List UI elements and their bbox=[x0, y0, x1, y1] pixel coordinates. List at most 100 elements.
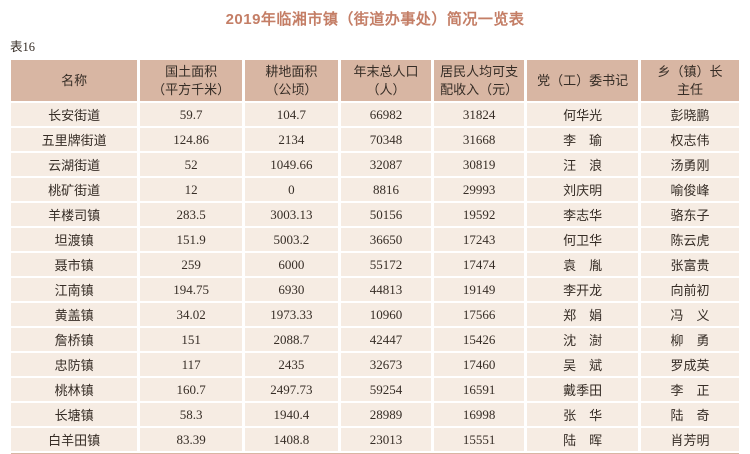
cell-income: 17566 bbox=[434, 303, 525, 326]
cell-township-head: 陆 奇 bbox=[640, 403, 739, 426]
cell-income: 16998 bbox=[434, 403, 525, 426]
cell-name: 江南镇 bbox=[11, 278, 138, 301]
cell-land-area: 259 bbox=[140, 253, 242, 276]
table-row: 坦渡镇 151.9 5003.2 36650 17243 何卫华 陈云虎 bbox=[11, 228, 739, 251]
cell-township-head: 肖芳明 bbox=[640, 428, 739, 451]
cell-cultivated-area: 2088.7 bbox=[244, 328, 338, 351]
cell-township-head: 喻俊峰 bbox=[640, 178, 739, 201]
cell-cultivated-area: 3003.13 bbox=[244, 203, 338, 226]
cell-name: 羊楼司镇 bbox=[11, 203, 138, 226]
table-row: 云湖街道 52 1049.66 32087 30819 汪 浪汤勇刚 bbox=[11, 153, 739, 176]
cell-land-area: 83.39 bbox=[140, 428, 242, 451]
cell-population: 59254 bbox=[340, 378, 432, 401]
cell-population: 66982 bbox=[340, 103, 432, 126]
cell-name: 詹桥镇 bbox=[11, 328, 138, 351]
cell-cultivated-area: 1049.66 bbox=[244, 153, 338, 176]
cell-name: 桃林镇 bbox=[11, 378, 138, 401]
cell-population: 23013 bbox=[340, 428, 432, 451]
cell-township-head: 罗成英 bbox=[640, 353, 739, 376]
cell-income: 17243 bbox=[434, 228, 525, 251]
cell-income: 31824 bbox=[434, 103, 525, 126]
cell-population: 32087 bbox=[340, 153, 432, 176]
cell-income: 15551 bbox=[434, 428, 525, 451]
cell-income: 19149 bbox=[434, 278, 525, 301]
cell-township-head: 陈云虎 bbox=[640, 228, 739, 251]
cell-party-secretary: 何卫华 bbox=[527, 228, 638, 251]
cell-population: 55172 bbox=[340, 253, 432, 276]
cell-party-secretary: 沈 澍 bbox=[527, 328, 638, 351]
cell-party-secretary: 张 华 bbox=[527, 403, 638, 426]
cell-cultivated-area: 1973.33 bbox=[244, 303, 338, 326]
cell-population: 42447 bbox=[340, 328, 432, 351]
cell-cultivated-area: 2497.73 bbox=[244, 378, 338, 401]
cell-name: 云湖街道 bbox=[11, 153, 138, 176]
cell-party-secretary: 吴 斌 bbox=[527, 353, 638, 376]
table-row: 黄盖镇 34.02 1973.33 10960 17566 郑 娟冯 义 bbox=[11, 303, 739, 326]
cell-name: 白羊田镇 bbox=[11, 428, 138, 451]
cell-party-secretary: 刘庆明 bbox=[527, 178, 638, 201]
table-row: 桃林镇 160.7 2497.73 59254 16591 戴季田李 正 bbox=[11, 378, 739, 401]
cell-land-area: 151 bbox=[140, 328, 242, 351]
cell-income: 17460 bbox=[434, 353, 525, 376]
cell-land-area: 59.7 bbox=[140, 103, 242, 126]
table-row: 五里牌街道 124.86 2134 70348 31668 李 瑜权志伟 bbox=[11, 128, 739, 151]
cell-township-head: 汤勇刚 bbox=[640, 153, 739, 176]
cell-name: 坦渡镇 bbox=[11, 228, 138, 251]
table-row: 长塘镇 58.3 1940.4 28989 16998 张 华陆 奇 bbox=[11, 403, 739, 426]
cell-cultivated-area: 0 bbox=[244, 178, 338, 201]
cell-income: 19592 bbox=[434, 203, 525, 226]
cell-township-head: 冯 义 bbox=[640, 303, 739, 326]
cell-cultivated-area: 2134 bbox=[244, 128, 338, 151]
cell-land-area: 34.02 bbox=[140, 303, 242, 326]
cell-party-secretary: 陆 晖 bbox=[527, 428, 638, 451]
header-name: 名称 bbox=[11, 60, 138, 101]
cell-land-area: 124.86 bbox=[140, 128, 242, 151]
cell-land-area: 160.7 bbox=[140, 378, 242, 401]
table-row: 江南镇 194.75 6930 44813 19149 李开龙 向前初 bbox=[11, 278, 739, 301]
table-row: 忠防镇 117 2435 32673 17460 吴 斌罗成英 bbox=[11, 353, 739, 376]
table-row: 詹桥镇 151 2088.7 42447 15426 沈 澍柳 勇 bbox=[11, 328, 739, 351]
cell-income: 29993 bbox=[434, 178, 525, 201]
cell-land-area: 12 bbox=[140, 178, 242, 201]
cell-party-secretary: 郑 娟 bbox=[527, 303, 638, 326]
table-row: 羊楼司镇 283.5 3003.13 50156 19592 李志华 骆东子 bbox=[11, 203, 739, 226]
cell-land-area: 151.9 bbox=[140, 228, 242, 251]
cell-land-area: 283.5 bbox=[140, 203, 242, 226]
cell-party-secretary: 李志华 bbox=[527, 203, 638, 226]
cell-party-secretary: 何华光 bbox=[527, 103, 638, 126]
cell-name: 长安街道 bbox=[11, 103, 138, 126]
cell-party-secretary: 袁 胤 bbox=[527, 253, 638, 276]
cell-name: 聂市镇 bbox=[11, 253, 138, 276]
header-cultivated-area: 耕地面积 （公顷） bbox=[244, 60, 338, 101]
cell-cultivated-area: 104.7 bbox=[244, 103, 338, 126]
cell-township-head: 彭晓鹏 bbox=[640, 103, 739, 126]
table-body: 长安街道 59.7 104.7 66982 31824 何华光 彭晓鹏 五里牌街道 124.86… bbox=[11, 103, 739, 451]
cell-population: 36650 bbox=[340, 228, 432, 251]
cell-name: 五里牌街道 bbox=[11, 128, 138, 151]
cell-party-secretary: 李 瑜 bbox=[527, 128, 638, 151]
cell-name: 长塘镇 bbox=[11, 403, 138, 426]
cell-income: 16591 bbox=[434, 378, 525, 401]
cell-population: 28989 bbox=[340, 403, 432, 426]
header-income: 居民人均可支 配收入（元） bbox=[434, 60, 525, 101]
cell-cultivated-area: 5003.2 bbox=[244, 228, 338, 251]
header-population: 年末总人口 （人） bbox=[340, 60, 432, 101]
cell-township-head: 骆东子 bbox=[640, 203, 739, 226]
table-row: 聂市镇 259 6000 55172 17474 袁 胤张富贵 bbox=[11, 253, 739, 276]
cell-land-area: 58.3 bbox=[140, 403, 242, 426]
cell-income: 31668 bbox=[434, 128, 525, 151]
cell-name: 桃矿街道 bbox=[11, 178, 138, 201]
cell-population: 50156 bbox=[340, 203, 432, 226]
cell-population: 8816 bbox=[340, 178, 432, 201]
cell-income: 15426 bbox=[434, 328, 525, 351]
header-party-secretary: 党（工）委书记 bbox=[527, 60, 638, 101]
table-row: 长安街道 59.7 104.7 66982 31824 何华光 彭晓鹏 bbox=[11, 103, 739, 126]
cell-party-secretary: 戴季田 bbox=[527, 378, 638, 401]
cell-township-head: 向前初 bbox=[640, 278, 739, 301]
cell-party-secretary: 汪 浪 bbox=[527, 153, 638, 176]
page-title: 2019年临湘市镇（街道办事处）简况一览表 bbox=[225, 11, 525, 28]
overview-table: 名称 国土面积 （平方千米） 耕地面积 （公顷） 年末总人口 （人） 居民人均可… bbox=[8, 58, 742, 453]
cell-land-area: 194.75 bbox=[140, 278, 242, 301]
cell-cultivated-area: 2435 bbox=[244, 353, 338, 376]
